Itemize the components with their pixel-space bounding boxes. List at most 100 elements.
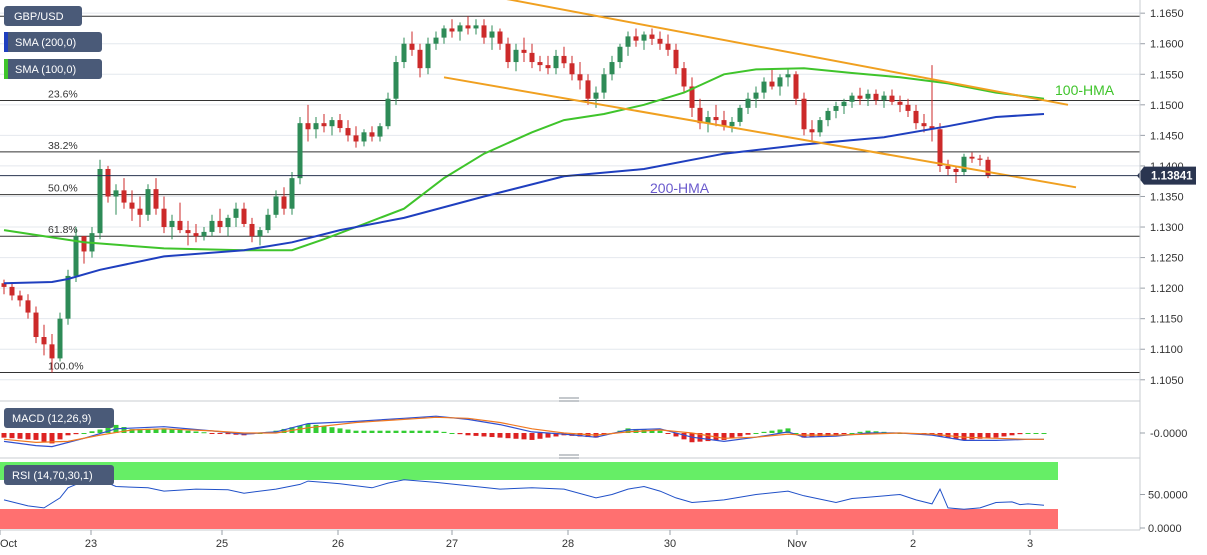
rsi-oversold-zone [0, 509, 1058, 529]
macd-histogram-bar [513, 433, 519, 439]
candle-body [9, 286, 15, 296]
time-tick-label: 27 [446, 538, 458, 550]
macd-histogram-bar [217, 433, 223, 434]
macd-histogram-bar [505, 433, 511, 439]
macd-histogram-bar [1017, 433, 1023, 435]
candle-body [545, 65, 551, 69]
candle-body [801, 98, 807, 130]
rsi-line [3, 479, 1045, 510]
candle-body [57, 318, 63, 359]
price-tick-label: 1.1100 [1150, 344, 1183, 356]
fibonacci-levels: 0.0%23.6%38.2%50.0%61.8%100.0% [0, 4, 1140, 373]
macd-histogram-bar [993, 433, 999, 438]
candlestick-series [1, 16, 991, 373]
macd-histogram-bar [761, 431, 767, 433]
sma200-badge[interactable]: SMA (200,0) [4, 32, 102, 52]
sma200-color-swatch [4, 32, 8, 52]
macd-histogram-bar [1025, 433, 1031, 434]
macd-histogram-bar [769, 430, 775, 433]
macd-histogram-bar [105, 427, 111, 433]
candle-body [97, 168, 103, 234]
price-tick-label: 1.1500 [1150, 100, 1184, 112]
candle-body [945, 165, 951, 169]
macd-badge[interactable]: MACD (12,26,9) [4, 408, 114, 428]
candle-body [177, 220, 183, 231]
macd-histogram-bar [793, 433, 799, 434]
price-tick-label: 1.1050 [1150, 375, 1184, 387]
macd-histogram-bar [385, 430, 391, 433]
rsi-label: RSI (14,70,30,1) [12, 470, 93, 482]
macd-histogram-bar [777, 429, 783, 433]
price-tick-label: 1.1250 [1150, 253, 1184, 265]
symbol-badge[interactable]: GBP/USD [4, 6, 82, 26]
candle-body [641, 34, 647, 41]
candle-body [809, 129, 815, 133]
macd-histogram-bar [417, 430, 423, 433]
candle-body [737, 107, 743, 122]
macd-histogram-bar [465, 433, 471, 436]
candle-body [937, 129, 943, 166]
macd-histogram-bar [361, 430, 367, 433]
price-tick-label: 1.1150 [1150, 314, 1183, 326]
candle-body [257, 230, 263, 237]
macd-histogram-bar [129, 429, 135, 433]
candle-body [105, 168, 111, 197]
sma100-badge[interactable]: SMA (100,0) [4, 59, 102, 79]
candle-body [705, 117, 711, 124]
candle-body [553, 55, 559, 69]
candle-body [417, 49, 423, 69]
candle-body [985, 159, 991, 176]
candle-body [313, 123, 319, 130]
macd-histogram-bar [737, 433, 743, 437]
macd-histogram-bar [729, 433, 735, 439]
macd-histogram-bar [137, 428, 143, 433]
price-tick-label: 1.1650 [1150, 8, 1184, 20]
candle-body [145, 189, 151, 215]
sma-200-line [3, 113, 1045, 285]
macd-histogram-bar [57, 433, 63, 440]
candle-body [337, 120, 343, 129]
candle-body [905, 104, 911, 111]
candle-body [25, 300, 31, 313]
macd-histogram-bar [865, 430, 871, 433]
time-tick-label: 3 [1027, 538, 1033, 550]
time-tick-label: 26 [332, 538, 344, 550]
macd-histogram-bar [833, 433, 839, 436]
macd-histogram-bar [697, 433, 703, 442]
candle-body [633, 36, 639, 41]
macd-histogram-bar [209, 433, 215, 434]
symbol-label: GBP/USD [14, 11, 64, 23]
fib-level-label: 38.2% [48, 140, 78, 152]
candle-body [585, 80, 591, 99]
candle-body [297, 123, 303, 179]
macd-histogram-bar [577, 433, 583, 437]
last-price-tag-bg [1137, 166, 1196, 185]
macd-histogram-bar [745, 433, 751, 435]
sma200-badge-bg [4, 32, 102, 52]
candle-body [49, 344, 55, 359]
candle-body [1, 283, 7, 287]
candle-body [745, 98, 751, 108]
channel-upper-line [506, 0, 1069, 106]
macd-badge-bg [4, 408, 114, 428]
macd-histogram-bar [1041, 433, 1047, 434]
macd-histogram-bar [521, 433, 527, 440]
candle-body [777, 77, 783, 87]
candle-body [881, 95, 887, 100]
macd-histogram-bar [961, 433, 967, 440]
macd-histogram-bar [673, 433, 679, 437]
sma100-color-swatch [4, 59, 8, 79]
macd-histogram-bar [537, 433, 543, 439]
macd-histogram-bar [497, 433, 503, 438]
macd-signal-line [3, 416, 1044, 444]
candle-body [929, 126, 935, 130]
sma-100-line [3, 67, 1045, 252]
time-tick-label: Nov [787, 538, 807, 550]
macd-histogram-bar [353, 430, 359, 433]
candle-body [33, 312, 39, 338]
candle-body [689, 86, 695, 108]
candle-body [209, 220, 215, 232]
candle-body [441, 28, 447, 38]
rsi-badge[interactable]: RSI (14,70,30,1) [4, 465, 114, 485]
macd-histogram-bar [481, 433, 487, 437]
